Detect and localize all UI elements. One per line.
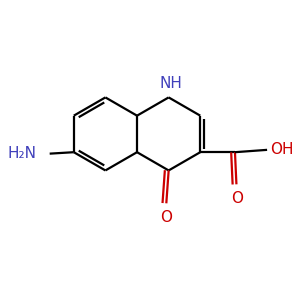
Text: NH: NH	[160, 76, 182, 91]
Text: O: O	[231, 191, 243, 206]
Text: H₂N: H₂N	[8, 146, 37, 161]
Text: O: O	[160, 210, 172, 225]
Text: OH: OH	[271, 142, 294, 158]
